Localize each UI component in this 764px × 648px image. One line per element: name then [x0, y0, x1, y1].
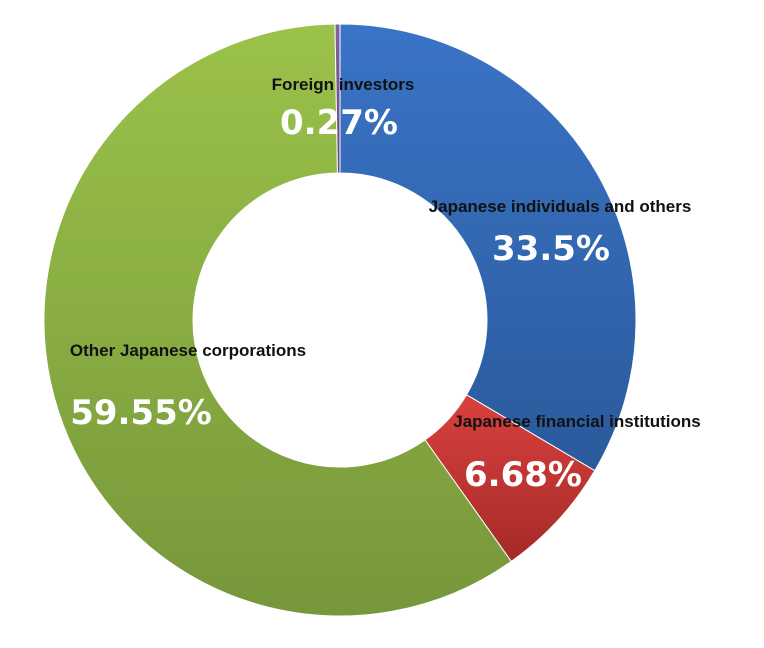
slice-japanese-individuals-and-others — [339, 23, 637, 472]
slice-label-foreign-investors: Foreign investors — [272, 75, 415, 94]
slice-label-japanese-individuals-and-others: Japanese individuals and others — [429, 197, 692, 216]
slice-value-japanese-financial-institutions: 6.68% — [464, 455, 582, 495]
slice-value-other-japanese-corporations: 59.55% — [70, 393, 212, 433]
slices-layer — [43, 23, 637, 617]
slice-value-japanese-individuals-and-others: 33.5% — [492, 229, 610, 269]
slice-other-japanese-corporations — [43, 23, 512, 617]
slice-label-japanese-financial-institutions: Japanese financial institutions — [453, 412, 701, 431]
slice-value-foreign-investors: 0.27% — [280, 103, 398, 143]
labels-layer: Japanese individuals and others 33.5% Japa… — [70, 75, 701, 495]
slice-label-other-japanese-corporations: Other Japanese corporations — [70, 341, 306, 360]
slice-foreign-investors — [334, 23, 341, 174]
